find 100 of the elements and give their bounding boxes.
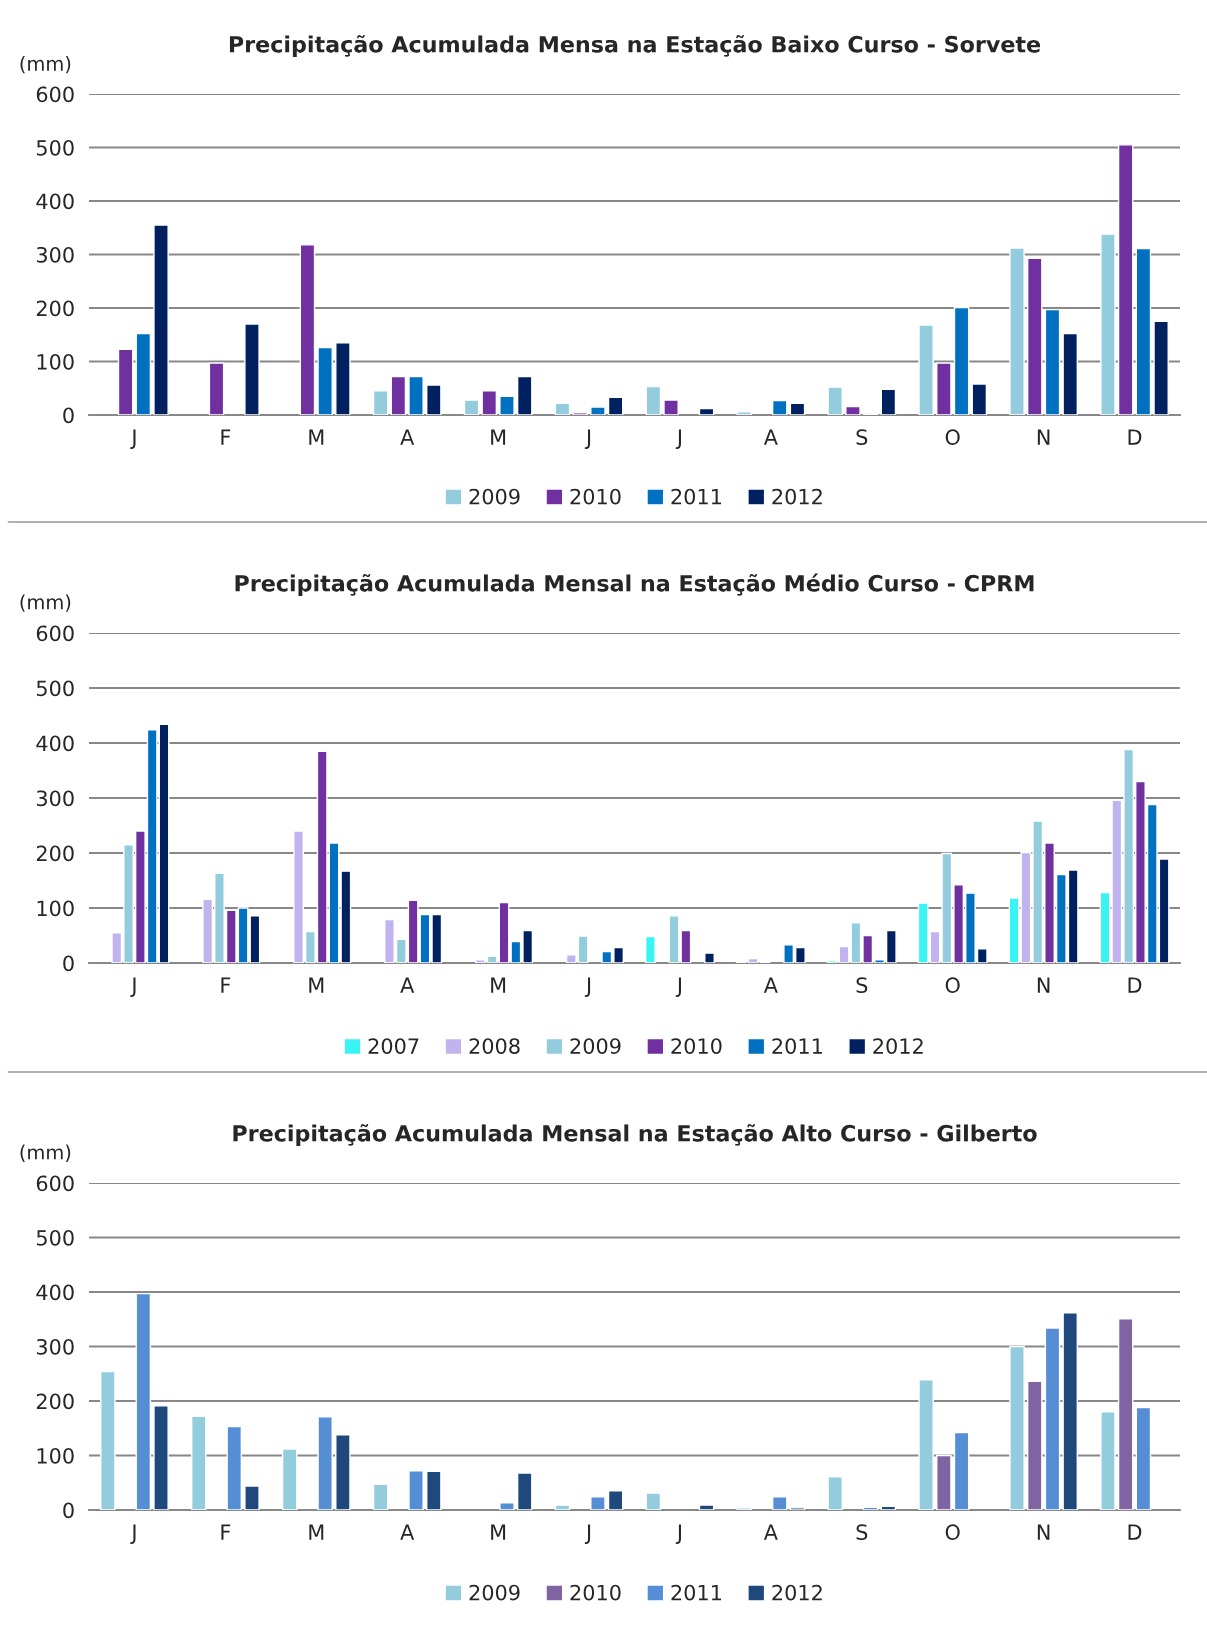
bar	[408, 375, 424, 415]
bar	[281, 1448, 298, 1510]
bar	[390, 375, 407, 415]
bar	[1044, 308, 1061, 415]
bar	[135, 332, 152, 415]
legend-label: 2011	[671, 1584, 722, 1601]
chart-title: Precipitação Acumulada Mensal na Estação Médio Curso - CPRM	[235, 573, 1034, 596]
bar	[953, 1431, 970, 1510]
x-tick-label: A	[763, 977, 778, 993]
x-tick-label: J	[584, 977, 591, 997]
bar	[918, 1379, 934, 1510]
y-tick-label: 400	[36, 193, 74, 210]
legend-label: 2012	[873, 1038, 923, 1054]
y-tick-label: 100	[37, 900, 74, 917]
bar	[607, 1490, 624, 1510]
y-tick-label: 500	[36, 139, 74, 156]
bar	[1135, 247, 1152, 415]
bar	[936, 1454, 952, 1510]
bar	[704, 952, 715, 963]
bar	[426, 384, 442, 415]
bar	[1117, 1318, 1134, 1510]
bar	[1026, 257, 1043, 415]
x-tick-label: N	[1037, 977, 1050, 993]
bar	[1100, 1411, 1116, 1510]
bar	[153, 1405, 169, 1510]
bar	[372, 1483, 389, 1510]
y-tick-label: 0	[63, 407, 74, 424]
x-tick-label: J	[130, 1524, 136, 1544]
legend-label: 2012	[772, 488, 822, 505]
x-tick-label: A	[763, 1524, 778, 1540]
bar	[827, 386, 843, 415]
bar	[1135, 1406, 1152, 1510]
y-tick-label: 400	[36, 735, 74, 752]
legend-label: 2009	[469, 1584, 520, 1601]
legend-label: 2011	[772, 1038, 822, 1054]
x-tick-label: N	[1037, 429, 1050, 445]
bar	[572, 412, 588, 415]
bar	[244, 323, 260, 415]
bar	[1100, 233, 1116, 415]
bar	[607, 396, 624, 415]
bar	[554, 1504, 571, 1510]
bar	[335, 342, 351, 415]
bar	[372, 390, 389, 415]
bar	[135, 1292, 152, 1510]
bar	[827, 1476, 843, 1510]
y-tick-label: 100	[37, 353, 74, 370]
x-tick-label: M	[491, 429, 506, 445]
y-tick-label: 0	[63, 1502, 74, 1519]
bar	[516, 375, 533, 415]
bar	[880, 1505, 897, 1510]
x-tick-label: M	[309, 1524, 324, 1540]
legend-label: 2010	[671, 1038, 722, 1054]
bar	[100, 1370, 116, 1510]
y-tick-label: 600	[36, 86, 74, 103]
x-tick-label: J	[584, 429, 591, 449]
y-tick-label: 300	[36, 1338, 74, 1355]
x-tick-label: J	[675, 429, 681, 449]
bar	[317, 1416, 333, 1510]
bar	[645, 1492, 662, 1510]
bar	[499, 1502, 515, 1510]
bar	[463, 399, 480, 415]
y-tick-label: 500	[36, 680, 74, 697]
x-tick-label: S	[856, 977, 868, 994]
chart-title: Precipitação Acumulada Mensa na Estação Baixo Curso - Sorvete	[229, 35, 1041, 57]
bar	[918, 324, 934, 415]
y-tick-label: 200	[36, 300, 74, 317]
bar	[1062, 1312, 1079, 1510]
x-tick-label: J	[130, 429, 136, 449]
legend-label: 2007	[368, 1038, 419, 1054]
bar	[299, 244, 316, 415]
bar	[516, 1472, 533, 1510]
bar	[554, 402, 571, 415]
x-tick-label: O	[945, 429, 960, 446]
legend-label: 2011	[671, 488, 722, 505]
y-tick-label: 100	[37, 1447, 74, 1464]
x-tick-label: J	[675, 1524, 681, 1544]
bar	[936, 362, 952, 415]
x-tick-label: A	[400, 1524, 415, 1540]
bar	[789, 1507, 806, 1510]
x-tick-label: F	[221, 429, 231, 445]
chart-title: Precipitação Acumulada Mensal na Estação Alto Curso - Gilberto	[233, 1124, 1037, 1146]
bar	[426, 1470, 442, 1510]
bar	[845, 405, 861, 415]
x-tick-label: D	[1128, 977, 1142, 993]
legend-label: 2010	[570, 488, 621, 505]
y-axis-title: (mm)	[20, 594, 71, 612]
x-tick-label: J	[130, 977, 136, 997]
bar	[408, 1470, 424, 1510]
bar	[1044, 1327, 1061, 1510]
bar	[208, 362, 225, 415]
y-tick-label: 600	[36, 1175, 74, 1192]
y-tick-label: 200	[36, 1393, 74, 1410]
x-tick-label: F	[221, 977, 231, 993]
bar	[645, 385, 662, 415]
bar	[771, 1496, 788, 1510]
bar	[698, 1504, 715, 1510]
x-tick-label: S	[856, 1524, 868, 1541]
x-tick-label: O	[945, 977, 960, 994]
bar	[481, 390, 498, 415]
x-tick-label: D	[1128, 1524, 1142, 1540]
